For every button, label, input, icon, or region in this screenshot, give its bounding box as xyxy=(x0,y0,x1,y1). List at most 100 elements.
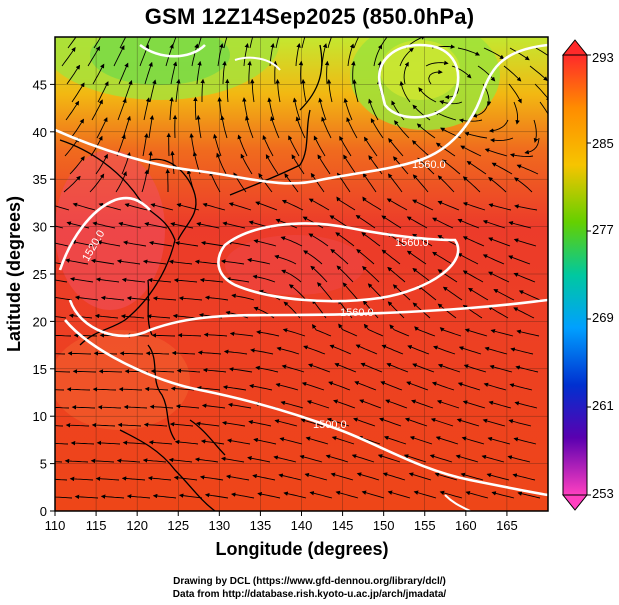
streamline xyxy=(177,332,202,338)
streamline xyxy=(329,344,352,355)
streamline xyxy=(117,422,142,428)
streamline xyxy=(253,239,277,247)
streamline xyxy=(89,173,105,193)
streamline xyxy=(412,174,429,193)
streamline xyxy=(169,96,174,121)
streamline xyxy=(356,249,375,265)
streamline xyxy=(196,221,220,229)
streamline xyxy=(91,258,115,265)
streamline xyxy=(359,399,382,409)
streamline xyxy=(250,78,255,103)
streamline xyxy=(194,457,219,463)
streamline xyxy=(191,43,199,67)
streamline xyxy=(98,369,123,374)
streamline xyxy=(216,152,227,175)
streamline xyxy=(403,61,409,85)
streamline xyxy=(71,82,85,103)
streamline xyxy=(65,100,80,121)
streamline xyxy=(212,133,222,157)
streamline xyxy=(328,381,351,391)
streamline xyxy=(97,240,121,247)
streamline xyxy=(354,381,377,391)
colorbar-label-261: 261 xyxy=(592,398,614,413)
streamline xyxy=(361,490,385,499)
streamline xyxy=(515,365,539,373)
streamline xyxy=(437,175,455,193)
streamline xyxy=(406,216,428,229)
streamline xyxy=(55,353,66,355)
streamline xyxy=(118,221,142,229)
streamline xyxy=(95,476,120,481)
streamline xyxy=(481,454,505,463)
streamline xyxy=(248,419,272,427)
streamline xyxy=(176,203,200,211)
streamline xyxy=(305,436,329,445)
streamline xyxy=(462,400,486,409)
x-tick-label: 125 xyxy=(167,518,189,533)
streamline xyxy=(472,101,489,118)
streamline xyxy=(389,324,410,337)
streamline xyxy=(97,404,122,410)
streamline xyxy=(121,277,146,283)
y-tick-label: 5 xyxy=(40,457,47,472)
contour-label-4: 1500.0 xyxy=(313,419,347,431)
streamline xyxy=(379,417,402,427)
streamline xyxy=(310,265,328,283)
streamline xyxy=(529,65,548,82)
streamline xyxy=(126,295,151,301)
x-tick-label: 160 xyxy=(455,518,477,533)
contour-label-3: 1560.0 xyxy=(340,307,374,319)
streamline xyxy=(227,240,251,247)
streamline xyxy=(70,440,95,446)
streamline xyxy=(458,118,483,123)
streamline xyxy=(243,43,250,67)
streamline xyxy=(73,333,98,338)
streamline xyxy=(407,345,430,355)
streamline xyxy=(518,290,541,301)
streamline xyxy=(278,473,302,481)
streamline xyxy=(510,347,534,355)
streamline xyxy=(122,440,147,445)
streamline xyxy=(462,236,485,247)
streamline xyxy=(460,472,484,481)
streamline xyxy=(229,331,254,337)
streamline xyxy=(343,154,357,175)
streamline xyxy=(252,473,276,481)
streamline xyxy=(231,293,255,301)
streamline xyxy=(482,219,506,229)
streamline xyxy=(96,440,121,446)
streamline xyxy=(321,43,328,67)
streamline xyxy=(247,257,271,265)
streamline xyxy=(514,401,538,409)
streamline xyxy=(325,454,349,463)
streamline xyxy=(490,329,514,337)
streamline xyxy=(69,476,94,482)
streamline xyxy=(217,43,224,67)
streamline xyxy=(151,333,176,338)
streamline xyxy=(220,115,228,139)
streamline xyxy=(483,382,507,391)
plot-area: 1560.0 1560.0 1560.0 1500.0 1520.0 xyxy=(55,37,548,511)
streamline xyxy=(508,419,532,427)
streamline xyxy=(201,240,225,247)
streamline xyxy=(308,363,331,373)
streamline xyxy=(513,177,533,193)
streamline xyxy=(90,458,115,464)
streamline xyxy=(55,205,70,211)
streamline xyxy=(310,172,325,193)
streamline xyxy=(403,454,427,463)
streamline xyxy=(381,249,401,265)
streamline xyxy=(282,328,306,337)
streamline xyxy=(55,225,64,229)
streamline xyxy=(406,250,427,265)
streamline xyxy=(253,437,277,445)
streamline xyxy=(170,222,194,229)
streamline xyxy=(513,307,535,319)
x-tick-label: 110 xyxy=(45,518,66,533)
streamline xyxy=(123,404,148,410)
colorbar-label-293: 293 xyxy=(592,50,614,65)
streamline xyxy=(142,133,149,157)
streamline xyxy=(193,96,198,121)
streamline xyxy=(399,47,414,67)
contour-label-2: 1560.0 xyxy=(412,159,446,171)
